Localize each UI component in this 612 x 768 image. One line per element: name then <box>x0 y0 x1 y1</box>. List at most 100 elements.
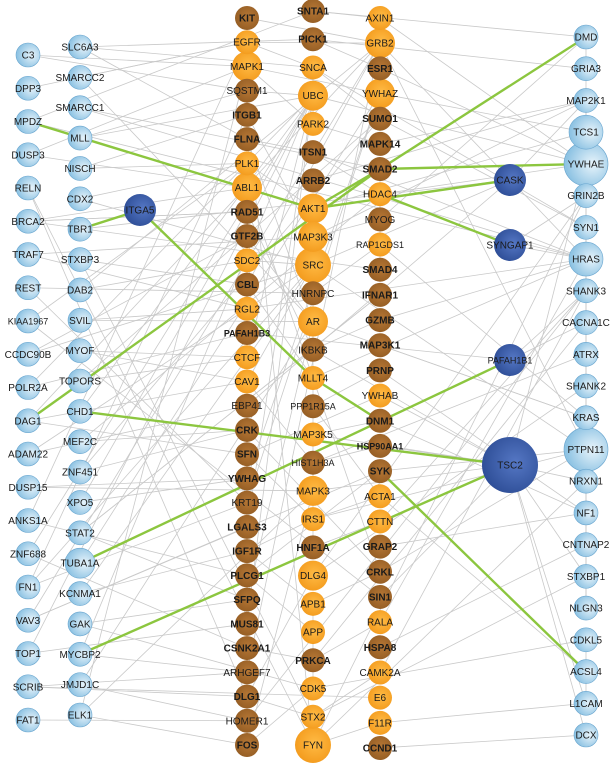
node-circle-kcnma1 <box>67 581 93 606</box>
node-label-fyn: FYN <box>303 741 323 752</box>
node-rad51: RAD51 <box>231 199 264 224</box>
edge-grap2-nf1 <box>379 512 587 548</box>
node-label-fos: FOS <box>237 741 258 752</box>
node-syk: SYK <box>368 459 392 484</box>
node-label-hdac4: HDAC4 <box>363 190 397 201</box>
node-label-pafah1b3: PAFAH1B3 <box>224 329 270 339</box>
edge-camk2a-shank3 <box>379 290 587 673</box>
node-label-prkca: PRKCA <box>295 656 331 667</box>
node-label-anks1a: ANKS1A <box>8 516 48 527</box>
node-circle-map3k3 <box>298 221 328 252</box>
node-label-ppp1r15a: PPP1R15A <box>290 402 336 412</box>
edge-shank3-pafah1b1 <box>509 290 587 361</box>
node-label-stxbp1: STXBP1 <box>567 572 606 583</box>
edge-ifnar1-stat2 <box>79 294 381 534</box>
node-smad2: SMAD2 <box>362 157 398 182</box>
node-circle-cask <box>494 164 526 196</box>
node-adam22: ADAM22 <box>8 441 48 467</box>
edge-reln-dlg1 <box>27 187 248 697</box>
node-circle-arhgef7 <box>235 660 259 685</box>
node-svil: SVIL <box>67 307 93 333</box>
node-label-l1cam: L1CAM <box>569 699 602 710</box>
node-circle-hspa8 <box>368 635 392 660</box>
node-label-sin1: SIN1 <box>369 592 392 603</box>
node-label-ywhag: YWHAG <box>228 474 267 485</box>
node-circle-ar <box>298 306 328 337</box>
node-dag1: DAG1 <box>14 408 42 434</box>
node-label-ubc: UBC <box>302 91 323 102</box>
node-label-znf451: ZNF451 <box>62 468 99 479</box>
edge-hspa8-cntnap2 <box>379 544 587 648</box>
node-circle-ppp1r15a <box>301 394 325 419</box>
node-label-kit: KIT <box>239 14 255 25</box>
node-c3: C3 <box>15 42 41 68</box>
edge-ywhae-tsc2 <box>509 163 587 466</box>
node-circle-gtf2b <box>235 224 259 249</box>
edge-mycbp2-arhgef7 <box>79 653 248 673</box>
edge-znf688-csnk2a1 <box>27 553 248 649</box>
node-crkl: CRKL <box>366 559 394 584</box>
node-circle-krt19 <box>235 490 259 515</box>
edge-dlg4-grin2b <box>312 195 587 576</box>
node-label-nisch: NISCH <box>64 164 95 175</box>
edge-svil-rgl2 <box>79 308 248 321</box>
node-circle-svil <box>67 307 93 333</box>
edge-cav1-hist1h3a <box>246 381 314 463</box>
edge-snca-sumo1 <box>312 67 381 120</box>
node-smad4: SMAD4 <box>362 257 398 282</box>
node-grin2b: GRIN2B <box>567 183 605 208</box>
node-label-axin1: AXIN1 <box>366 14 395 25</box>
node-label-irs1: IRS1 <box>302 515 325 526</box>
node-label-rala: RALA <box>367 618 393 629</box>
node-rgl2: RGL2 <box>234 296 260 321</box>
edge-grb2-ptpn11 <box>379 42 587 450</box>
node-pafah1b3: PAFAH1B3 <box>224 321 270 346</box>
edge-rala-hras <box>379 258 587 623</box>
node-chd1: CHD1 <box>66 399 94 424</box>
node-dnm1: DNM1 <box>366 408 395 433</box>
node-flna: FLNA <box>234 127 260 152</box>
edge-mef2c-crk <box>79 429 248 443</box>
node-label-smarcc2: SMARCC2 <box>56 73 105 84</box>
node-anks1a: ANKS1A <box>8 508 48 533</box>
node-esr1: ESR1 <box>367 56 393 81</box>
node-circle-snca <box>301 55 325 80</box>
node-circle-tsc2 <box>482 437 538 493</box>
node-cdk5: CDK5 <box>300 676 327 701</box>
edge-akt1-tcs1 <box>312 131 587 210</box>
node-lgals3: LGALS3 <box>227 514 267 539</box>
edge-dag1-cav1 <box>27 381 248 422</box>
highlight-edge-itga5-mllt4 <box>139 209 314 379</box>
node-circle-cav1 <box>235 369 259 394</box>
node-label-itsn1: ITSN1 <box>299 148 328 159</box>
node-cbl: CBL <box>235 272 259 297</box>
node-circle-rest <box>15 275 41 301</box>
node-e6: E6 <box>368 685 392 710</box>
node-label-rad51: RAD51 <box>231 207 264 218</box>
node-label-znf688: ZNF688 <box>10 549 47 560</box>
node-label-hspa8: HSPA8 <box>364 643 397 654</box>
node-circle-cbl <box>235 272 259 297</box>
node-label-cdk5: CDK5 <box>300 684 327 695</box>
node-circle-hsp90aa1 <box>368 433 392 458</box>
node-label-egfr: EGFR <box>233 38 261 49</box>
edge-ppp1r15a-acta1 <box>312 405 381 497</box>
edge-f11r-l1cam <box>379 702 587 724</box>
node-label-dpp3: DPP3 <box>15 84 42 95</box>
node-circle-grb2 <box>365 28 395 59</box>
edge-hnrnpc-rap1gds1 <box>312 244 381 294</box>
edge-myog-dmd <box>379 36 587 220</box>
node-mll: MLL <box>67 125 93 151</box>
edge-mycbp2-ubc <box>79 95 314 655</box>
node-circle-znf451 <box>67 459 93 485</box>
node-hnf1a: HNF1A <box>296 535 330 560</box>
node-label-adam22: ADAM22 <box>8 450 48 461</box>
node-label-tbr1: TBR1 <box>67 225 93 236</box>
node-circle-camk2a <box>368 660 392 685</box>
node-label-ywhaz: YWHAZ <box>362 89 398 100</box>
node-vav3: VAV3 <box>15 607 40 633</box>
node-circle-flna <box>235 127 259 152</box>
node-label-acta1: ACTA1 <box>364 492 396 503</box>
node-acsl4: ACSL4 <box>570 659 602 684</box>
node-circle-mycbp2 <box>67 641 93 667</box>
